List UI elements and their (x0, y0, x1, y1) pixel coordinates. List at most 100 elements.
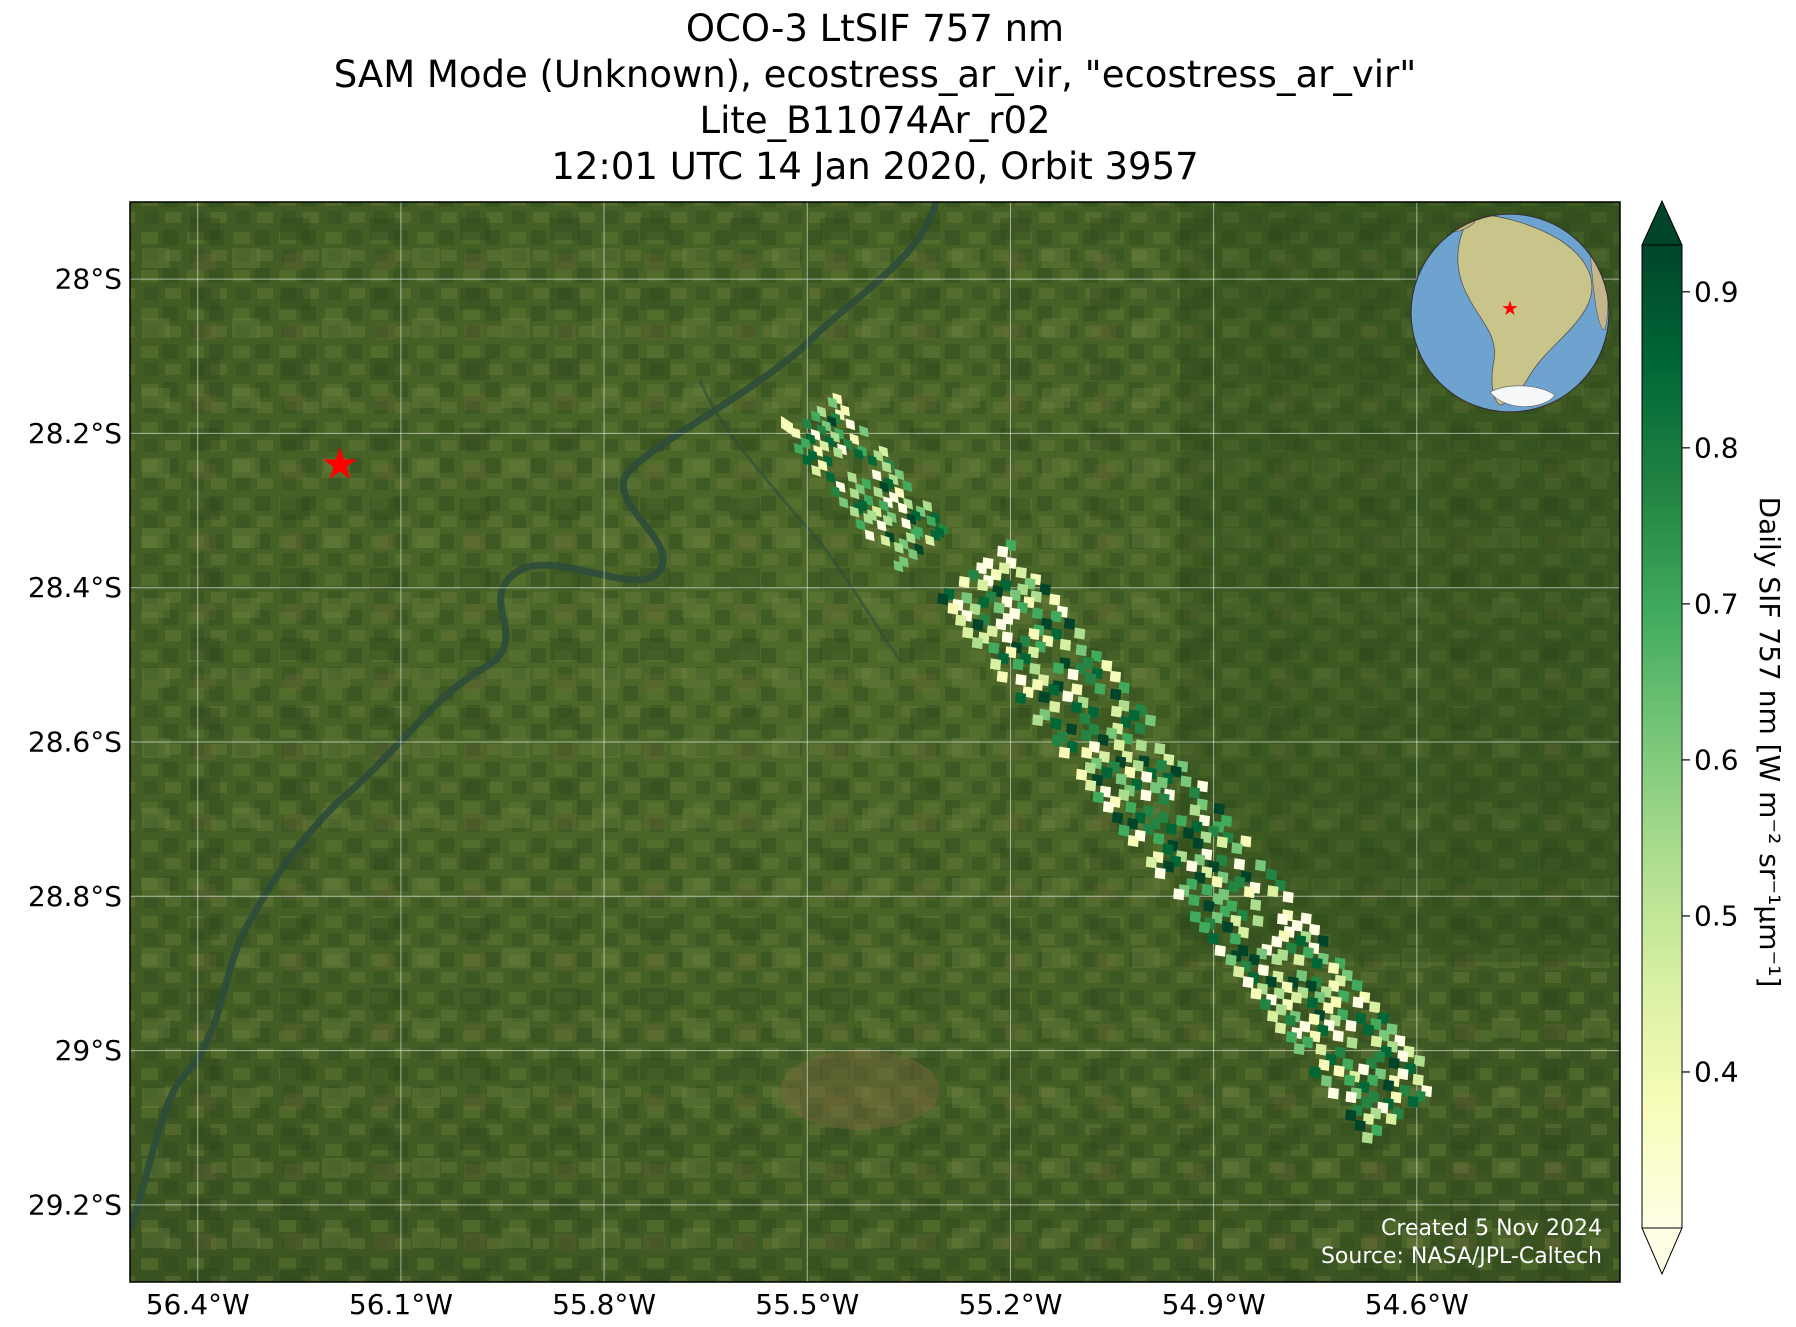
lon-tick-label: 54.6°W (1365, 1288, 1469, 1321)
sif-pixel (1207, 932, 1219, 945)
sif-pixel (1250, 898, 1262, 911)
sif-pixel (1231, 842, 1243, 855)
sif-pixel (1271, 953, 1283, 966)
sif-pixel (1038, 691, 1050, 704)
sif-pixel (1124, 766, 1136, 779)
sif-pixel (780, 415, 793, 436)
sif-pixel (1399, 1084, 1411, 1097)
sif-pixel (1051, 734, 1063, 747)
sif-pixel (1081, 746, 1093, 759)
sif-pixel (1361, 1131, 1373, 1144)
sif-pixel (1067, 668, 1079, 681)
globe-location-star: ★ (1501, 296, 1519, 320)
sif-pixel (1254, 859, 1266, 872)
sif-pixel (1274, 1022, 1286, 1035)
sif-pixel (1413, 1054, 1426, 1067)
sif-pixel (1252, 914, 1264, 927)
sif-pixel (1203, 900, 1215, 913)
sif-pixel (1225, 954, 1237, 967)
sif-pixel (1186, 860, 1198, 873)
colorbar-extend-top (1641, 199, 1683, 246)
sif-pixel (793, 442, 804, 455)
sif-pixel (1320, 1074, 1332, 1087)
sif-pixel (1354, 1119, 1366, 1132)
sif-pixel (1155, 759, 1167, 772)
sif-pixel (1229, 932, 1241, 945)
sif-pixel (1275, 1003, 1287, 1016)
sif-pixel (881, 461, 892, 473)
sif-pixel (1153, 832, 1165, 845)
sif-pixel (1201, 883, 1213, 896)
sif-pixel (1012, 658, 1024, 671)
sif-pixel (1101, 659, 1113, 672)
source-credit: Source: NASA/JPL-Caltech (1320, 1244, 1602, 1269)
title-line-1: OCO-3 LtSIF 757 nm (685, 7, 1065, 50)
sif-pixel (924, 534, 935, 547)
lat-tick-label: 28.4°S (28, 571, 122, 604)
sif-pixel (1306, 996, 1319, 1009)
sif-pixel (1118, 824, 1130, 837)
sif-pixel (1332, 1029, 1344, 1042)
sif-pixel (1125, 801, 1137, 814)
sif-pixel (1050, 610, 1062, 623)
sif-pixel (955, 614, 967, 627)
sif-pixel (1317, 934, 1329, 947)
sif-pixel (1345, 1109, 1357, 1122)
lon-tick-label: 55.2°W (958, 1288, 1062, 1321)
sif-pixel (1240, 835, 1252, 848)
sif-pixel (1029, 662, 1041, 675)
sif-pixel (1318, 1058, 1330, 1071)
sif-pixel (1019, 635, 1031, 648)
sif-pixel (1302, 946, 1314, 959)
sif-pixel (1170, 765, 1182, 778)
sif-pixel (830, 485, 841, 498)
sif-pixel (1322, 1002, 1334, 1015)
sif-pixel (1076, 768, 1088, 781)
colorbar-label: Daily SIF 757 nm [W m⁻² sr⁻¹μm⁻¹] (1753, 497, 1786, 988)
lon-tick-label: 56.4°W (146, 1288, 250, 1321)
lon-tick-label: 56.1°W (349, 1288, 453, 1321)
sif-pixel (962, 626, 974, 639)
sif-pixel (1128, 709, 1140, 722)
sif-pixel (867, 454, 878, 467)
sif-pixel (871, 469, 882, 482)
sif-pixel (1302, 1036, 1314, 1049)
sif-pixel (849, 487, 860, 500)
sif-pixel (838, 496, 849, 509)
sif-pixel (1165, 822, 1177, 835)
sif-pixel (988, 641, 1000, 654)
sif-pixel (1294, 934, 1307, 947)
sif-pixel (811, 464, 821, 477)
gridlines (130, 202, 1620, 1282)
sif-pixel (1369, 1001, 1381, 1014)
sif-pixel (1282, 891, 1294, 904)
sif-pixel (1189, 910, 1201, 923)
sif-pixel (863, 512, 873, 525)
sif-pixel (1192, 837, 1204, 850)
sif-pixel (864, 529, 875, 542)
sif-pixel (1154, 742, 1166, 755)
sif-pixel (1050, 628, 1063, 641)
sif-pixel (1028, 628, 1040, 641)
sif-pixel (1063, 617, 1076, 630)
sif-pixel (1285, 1031, 1298, 1044)
sif-pixel (833, 446, 843, 459)
sif-pixel (1259, 998, 1271, 1011)
sif-pixel (901, 517, 911, 530)
sif-pixel (880, 534, 891, 547)
sif-pixel (802, 454, 812, 466)
sif-pixel (1188, 894, 1200, 907)
lat-tick-label: 28.8°S (28, 880, 122, 913)
sif-pixel (1351, 979, 1363, 992)
lat-tick-label: 28.6°S (28, 726, 122, 759)
sif-pixel (1290, 991, 1302, 1004)
sif-pixel (1175, 814, 1188, 827)
sif-pixel (1015, 673, 1027, 686)
sif-pixel (1075, 644, 1087, 657)
sif-pixel (1101, 766, 1113, 779)
sif-pixel (1284, 1014, 1296, 1027)
sif-pixel (1144, 714, 1156, 727)
sif-pixel (1211, 875, 1223, 888)
sif-pixel (1031, 607, 1043, 620)
sif-pixel (1327, 1087, 1339, 1100)
